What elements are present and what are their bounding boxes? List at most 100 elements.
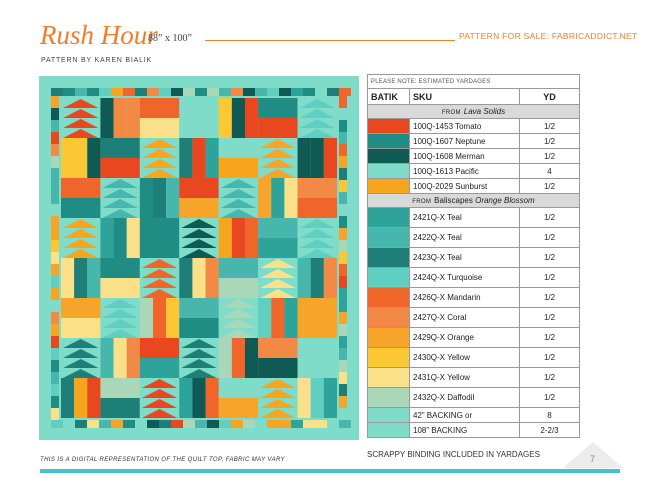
swatch-fill — [368, 308, 409, 327]
swatch-fill — [368, 388, 409, 407]
quilt-patch — [51, 276, 59, 288]
quilt-patch — [99, 88, 111, 96]
quilt-patch — [271, 298, 285, 338]
quilt-patch — [339, 288, 347, 300]
quilt-patch — [310, 378, 324, 418]
flying-geese — [141, 149, 178, 158]
quilt-patch — [339, 168, 347, 180]
yardage-table: PLEASE NOTE: ESTIMATED YARDAGES BATIK SK… — [367, 74, 580, 438]
yardage-note: PLEASE NOTE: ESTIMATED YARDAGES — [367, 74, 580, 89]
quilt-patch — [75, 420, 87, 428]
quilt-patch — [159, 420, 171, 428]
fabric-swatch — [367, 133, 410, 149]
fabric-swatch — [367, 118, 410, 134]
quilt-patch — [258, 218, 298, 238]
flying-geese — [260, 389, 296, 398]
quilt-patch — [51, 88, 63, 96]
quilt-patch — [315, 420, 327, 428]
flying-geese — [299, 359, 335, 368]
fabric-sku: 100Q-1453 Tomato — [409, 118, 520, 134]
flying-geese — [102, 199, 138, 208]
pattern-author: PATTERN BY KAREN BIALIK — [41, 57, 152, 64]
fabric-sku: 2426Q-X Mandarin — [409, 287, 520, 308]
quilt-patch — [51, 192, 59, 204]
quilt-patch — [51, 180, 59, 192]
quilt-patch — [339, 348, 347, 360]
flying-geese — [141, 389, 178, 398]
quilt-patch — [51, 204, 59, 216]
quilt-patch — [139, 298, 153, 338]
quilt-patch — [99, 420, 111, 428]
quilt-patch — [51, 252, 59, 264]
quilt-patch — [51, 288, 59, 300]
group-prefix: FROM — [412, 199, 432, 205]
quilt-patch — [258, 178, 272, 218]
sale-link[interactable]: PATTERN FOR SALE: FABRICADDICT.NET — [459, 31, 638, 41]
flying-geese — [102, 299, 138, 308]
quilt-patch — [51, 360, 59, 372]
quilt-patch — [258, 118, 298, 138]
quilt-patch — [339, 360, 347, 372]
quilt-patch — [245, 98, 259, 138]
quilt-patch — [297, 138, 311, 178]
swatch-fill — [368, 408, 409, 422]
quilt-patch — [61, 318, 101, 338]
quilt-patch — [51, 420, 63, 428]
quilt-patch — [139, 338, 180, 358]
quilt-patch — [166, 178, 180, 218]
flying-geese — [141, 159, 178, 168]
quilt-patch — [179, 138, 193, 178]
quilt-patch — [219, 420, 231, 428]
flying-geese — [141, 139, 178, 148]
quilt-patch — [267, 88, 279, 96]
fabric-yardage: 1/2 — [519, 267, 580, 288]
flying-geese — [181, 249, 217, 258]
quilt-patch — [315, 88, 327, 96]
quilt-patch — [192, 258, 206, 298]
quilt-patch — [339, 120, 347, 132]
quilt-patch — [100, 338, 114, 378]
quilt-patch — [51, 168, 59, 180]
group-name: Lava Solids — [463, 107, 506, 116]
group-collection: Orange Blossom — [475, 196, 535, 205]
quilt-patch — [297, 178, 337, 198]
fabric-row: 2422Q-X Teal 1/2 — [367, 227, 580, 248]
footer-line — [40, 469, 620, 473]
quilt-patch — [139, 238, 180, 258]
flying-geese — [260, 259, 296, 268]
quilt-patch — [339, 372, 347, 384]
flying-geese — [141, 399, 178, 408]
quilt-patch — [205, 378, 219, 418]
quilt-patch — [179, 318, 219, 338]
quilt-patch — [339, 324, 347, 336]
fabric-row: 2431Q-X Yellow 1/2 — [367, 367, 580, 388]
quilt-patch — [207, 420, 219, 428]
quilt-patch — [339, 312, 347, 324]
quilt-patch — [339, 408, 347, 420]
flying-geese — [102, 309, 138, 318]
quilt-patch — [87, 88, 99, 96]
quilt-patch — [297, 298, 337, 318]
quilt-top-illustration — [39, 76, 359, 440]
flying-geese — [102, 189, 138, 198]
flying-geese — [181, 129, 217, 138]
flying-geese — [220, 299, 257, 308]
flying-geese — [141, 259, 178, 268]
quilt-patch — [327, 420, 339, 428]
fabric-swatch — [367, 307, 410, 328]
fabric-swatch — [367, 227, 410, 248]
quilt-patch — [100, 138, 140, 158]
quilt-patch — [339, 336, 347, 348]
quilt-patch — [51, 312, 59, 324]
quilt-patch — [100, 258, 140, 278]
quilt-patch — [219, 88, 231, 96]
quilt-patch — [339, 144, 347, 156]
flying-geese — [260, 279, 296, 288]
swatch-fill — [368, 328, 409, 347]
fabric-sku: 2423Q-X Teal — [409, 247, 520, 268]
flying-geese — [260, 149, 296, 158]
quilt-patch — [61, 178, 101, 198]
quilt-patch — [139, 358, 180, 378]
fabric-row: 2432Q-X Daffodil 1/2 — [367, 387, 580, 408]
quilt-patch — [51, 324, 59, 336]
